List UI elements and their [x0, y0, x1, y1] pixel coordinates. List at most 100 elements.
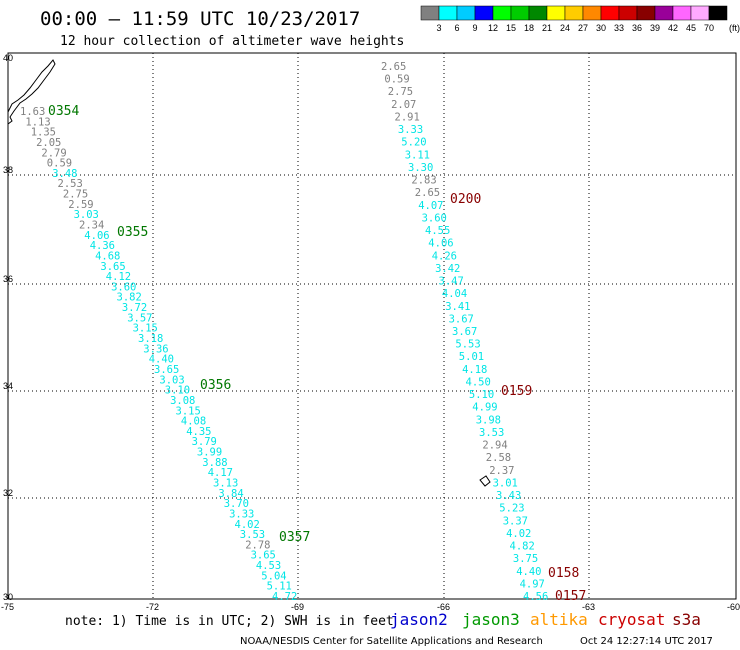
wave-height-value: 3.60 [111, 281, 136, 293]
wave-height-value: 4.06 [84, 230, 109, 242]
scale-swatch [438, 5, 458, 21]
wave-height-value: 3.79 [192, 436, 217, 448]
wave-height-value: 3.98 [476, 414, 501, 426]
scale-label: 24 [560, 23, 570, 33]
wave-height-value: 4.06 [428, 238, 453, 250]
wave-height-value: 3.65 [154, 364, 179, 376]
lon-label-60: -60 [727, 602, 740, 612]
lon-label-75: -75 [1, 602, 14, 612]
wave-height-value: 3.47 [439, 276, 464, 288]
wave-height-value: 4.72 [272, 591, 297, 603]
track-east-values: 2.650.592.752.072.913.335.203.113.302.83… [381, 61, 548, 603]
bermuda-island [479, 475, 491, 487]
wave-height-value: 5.23 [499, 503, 524, 515]
color-scale-legend: 3 6 9 12 15 18 21 24 27 30 33 36 39 42 45 70 (ft) [420, 5, 740, 33]
wave-height-value: 5.01 [459, 351, 484, 363]
wave-height-value: 2.75 [63, 189, 88, 201]
wave-height-value: 1.63 [20, 106, 45, 118]
scale-swatch [654, 5, 674, 21]
wave-height-value: 3.11 [405, 149, 430, 161]
wave-height-value: 4.40 [149, 354, 174, 366]
wave-height-value: 4.02 [506, 528, 531, 540]
wave-height-value: 3.10 [165, 385, 190, 397]
scale-label: 27 [578, 23, 588, 33]
wave-height-value: 3.82 [117, 292, 142, 304]
wave-height-value: 4.17 [208, 467, 233, 479]
wave-height-value: 4.08 [181, 416, 206, 428]
wave-height-value: 3.03 [159, 374, 184, 386]
wave-height-value: 4.56 [523, 591, 548, 603]
scale-label: 6 [454, 23, 459, 33]
pass-time-label: 0157 [555, 589, 586, 604]
scale-swatch [582, 5, 602, 21]
map-title: 00:00 – 11:59 UTC 10/23/2017 [40, 8, 360, 30]
scale-label: 15 [506, 23, 516, 33]
pass-time-labels: 0354 0355 0356 0357 0200 0159 0158 0157 [48, 104, 586, 604]
wave-height-value: 3.41 [445, 301, 470, 313]
scale-swatch [708, 5, 728, 21]
wave-height-value: 4.35 [186, 426, 211, 438]
pass-time-label: 0158 [548, 566, 579, 581]
wave-height-value: 1.35 [31, 127, 56, 139]
satellite-altika-label: altika [530, 610, 588, 629]
wave-height-value: 3.15 [133, 323, 158, 335]
wave-height-value: 4.99 [472, 402, 497, 414]
lon-label-72: -72 [146, 602, 159, 612]
scale-label: 3 [436, 23, 441, 33]
wave-height-value: 2.58 [486, 452, 511, 464]
scale-label: 45 [686, 23, 696, 33]
lat-label-34: 34 [3, 381, 13, 391]
footer-timestamp: Oct 24 12:27:14 UTC 2017 [580, 636, 713, 647]
units-note: note: 1) Time is in UTC; 2) SWH is in fe… [65, 614, 394, 629]
scale-label: 9 [472, 23, 477, 33]
footer-source: NOAA/NESDIS Center for Satellite Applica… [240, 636, 543, 647]
wave-height-value: 3.67 [452, 326, 477, 338]
pass-time-label: 0357 [279, 530, 310, 545]
track-west-values: 1.631.131.352.052.790.593.482.532.752.59… [20, 106, 297, 603]
wave-height-value: 4.55 [425, 225, 450, 237]
wave-height-value: 5.20 [401, 137, 426, 149]
wave-height-value: 3.33 [229, 508, 254, 520]
scale-swatch [672, 5, 692, 21]
wave-height-value: 3.60 [422, 212, 447, 224]
pass-time-label: 0354 [48, 104, 79, 119]
wave-height-value: 4.40 [516, 566, 541, 578]
scale-swatch [528, 5, 548, 21]
wave-height-value: 2.91 [395, 112, 420, 124]
scale-swatch [564, 5, 584, 21]
wave-height-value: 4.02 [235, 519, 260, 531]
wave-height-value: 3.13 [213, 478, 238, 490]
scale-label: 18 [524, 23, 534, 33]
wave-height-value: 3.42 [435, 263, 460, 275]
lon-label-69: -69 [291, 602, 304, 612]
satellite-s3a-label: s3a [672, 610, 701, 629]
wave-height-value: 2.78 [245, 539, 270, 551]
scale-label: 70 [704, 23, 714, 33]
scale-label: 39 [650, 23, 660, 33]
wave-height-value: 3.70 [224, 498, 249, 510]
wave-height-value: 3.65 [251, 550, 276, 562]
wave-height-value: 3.72 [122, 302, 147, 314]
pass-time-label: 0356 [200, 378, 231, 393]
wave-height-value: 2.53 [58, 178, 83, 190]
scale-swatch [456, 5, 476, 21]
scale-label: 42 [668, 23, 678, 33]
wave-height-value: 3.36 [143, 343, 168, 355]
wave-height-value: 3.18 [138, 333, 163, 345]
scale-swatch [492, 5, 512, 21]
wave-height-value: 2.37 [489, 465, 514, 477]
wave-height-value: 3.30 [408, 162, 433, 174]
wave-height-value: 1.13 [25, 116, 50, 128]
wave-height-value: 5.10 [469, 389, 494, 401]
scale-label: 33 [614, 23, 624, 33]
wave-height-value: 3.03 [74, 209, 99, 221]
wave-height-value: 3.67 [449, 313, 474, 325]
lat-label-38: 38 [3, 165, 13, 175]
wave-height-value: 5.11 [267, 581, 292, 593]
wave-height-value: 4.36 [90, 240, 115, 252]
satellite-jason2-label: jason2 [390, 610, 448, 629]
wave-height-value: 3.33 [398, 124, 423, 136]
wave-height-value: 2.94 [482, 440, 507, 452]
wave-height-value: 3.08 [170, 395, 195, 407]
